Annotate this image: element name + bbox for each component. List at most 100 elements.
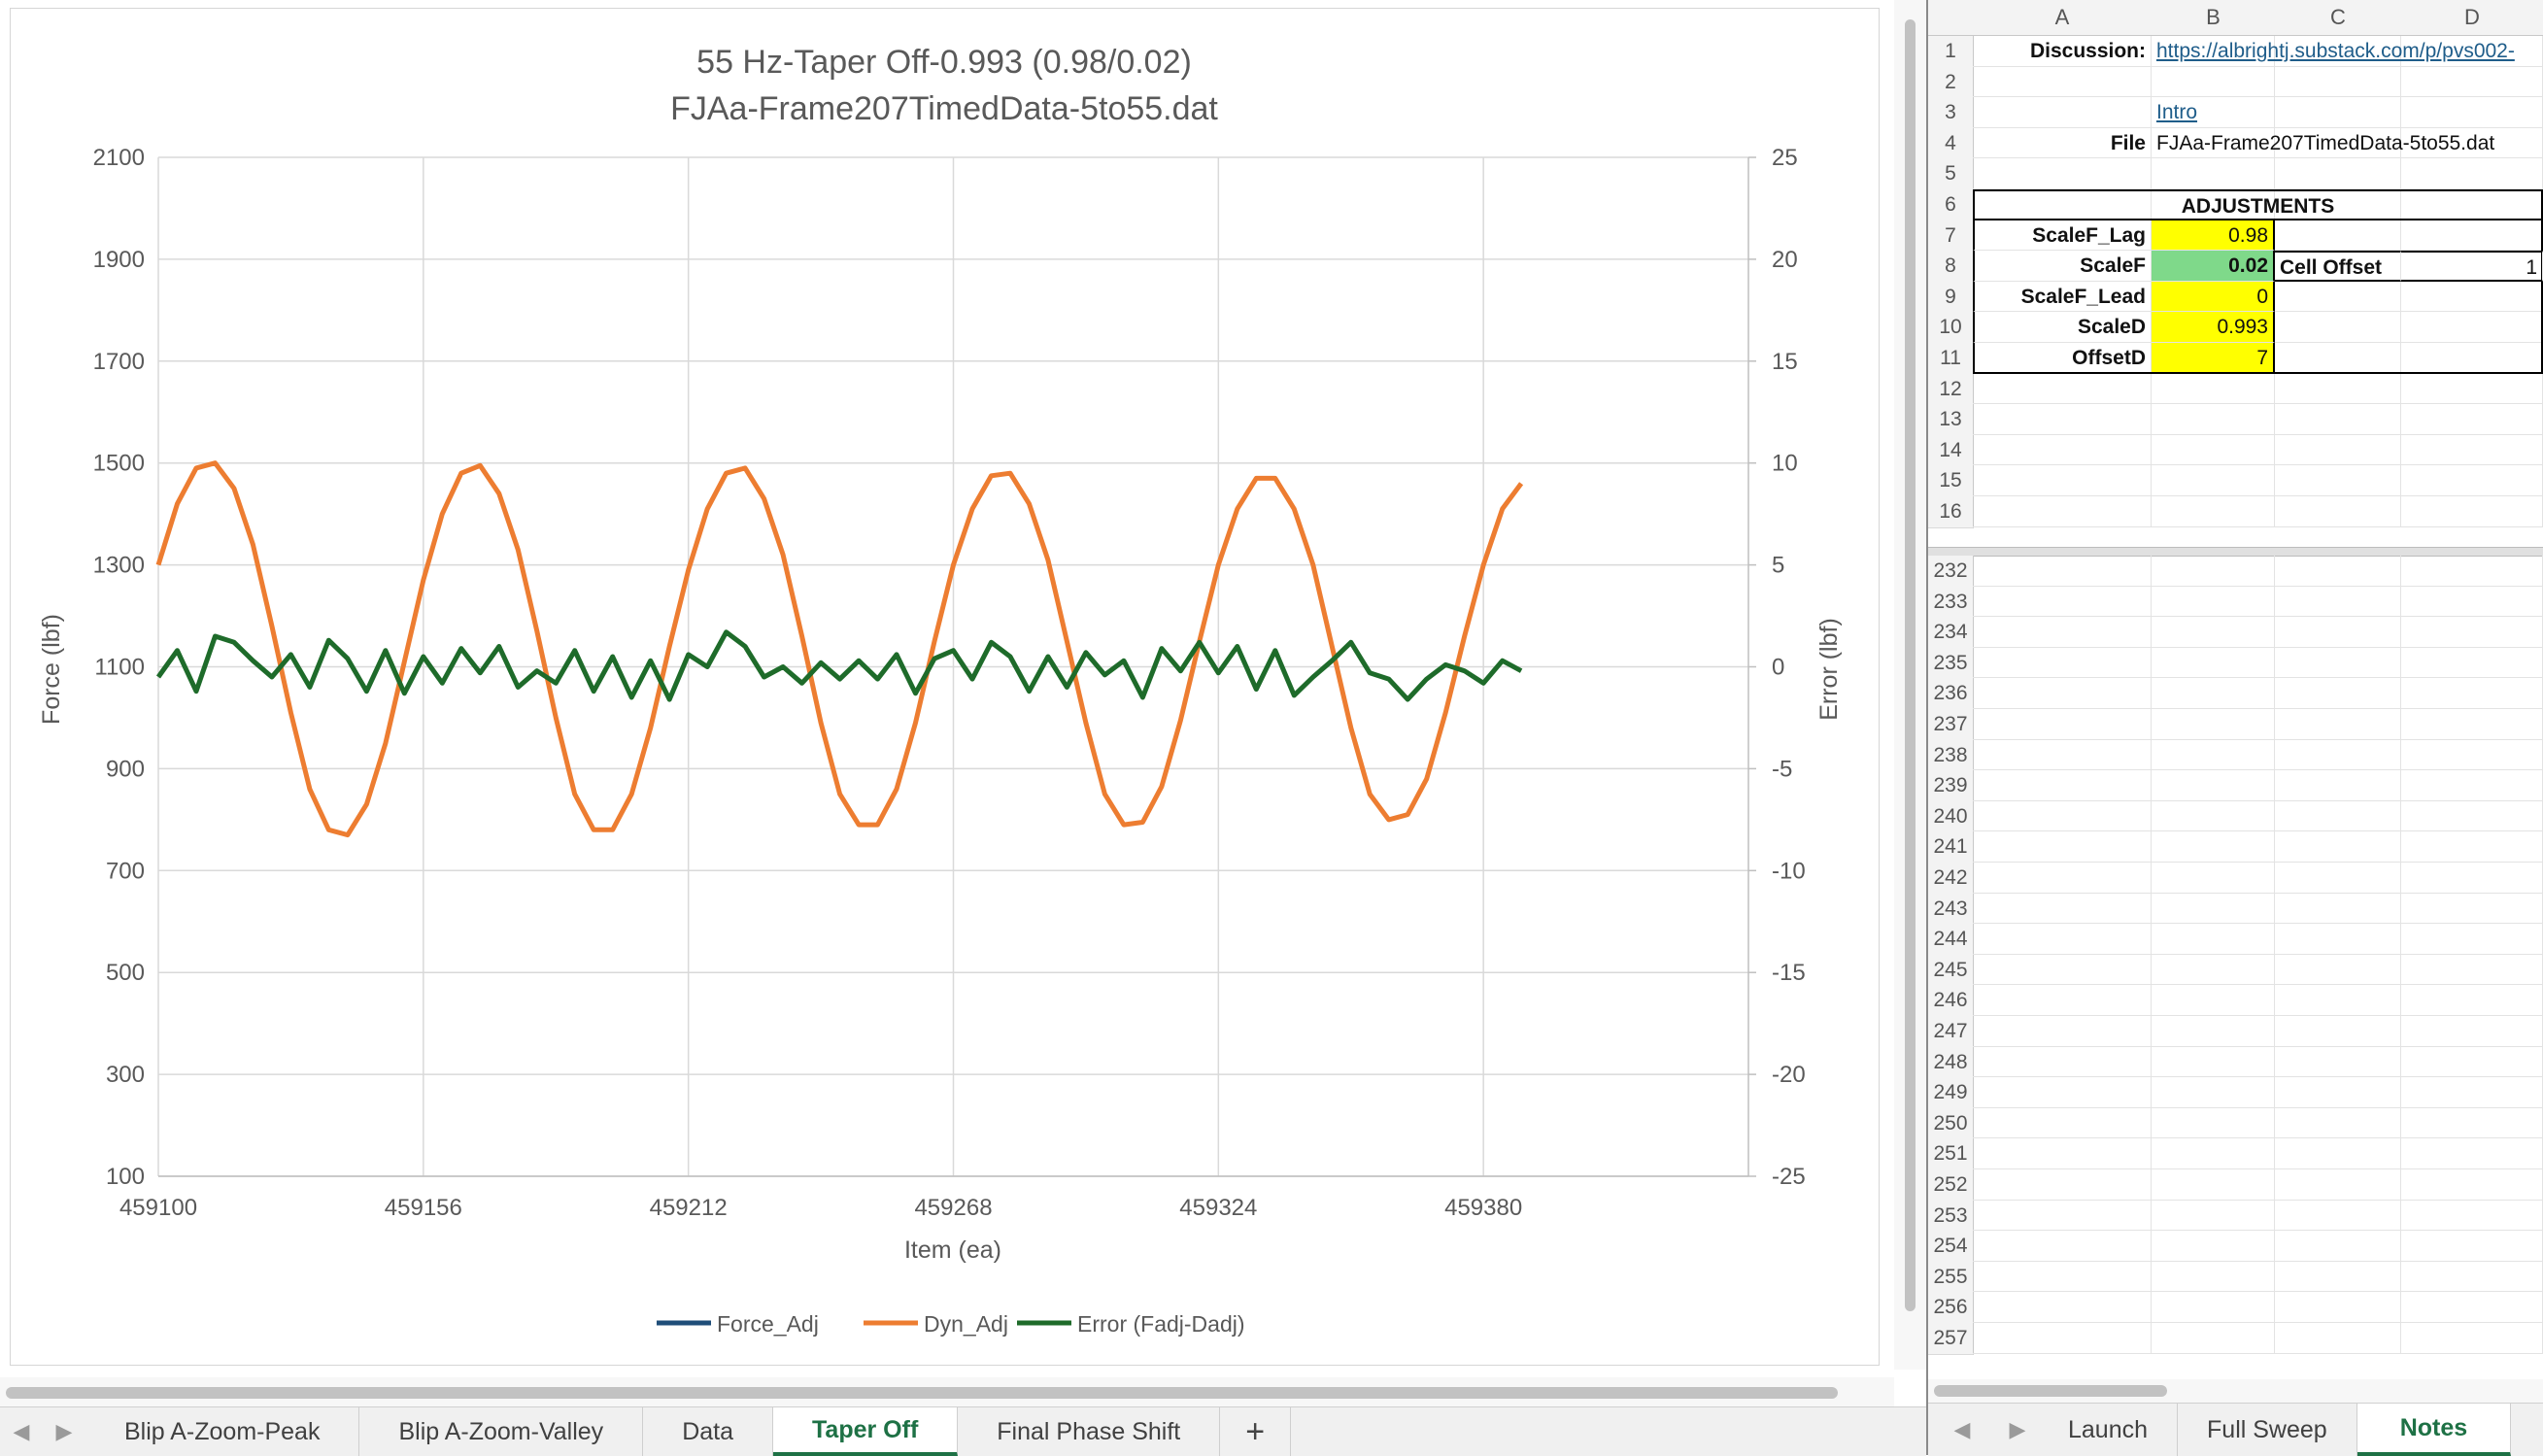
vertical-scrollbar[interactable] xyxy=(1894,0,1926,1370)
grid-cell[interactable] xyxy=(1973,1169,2152,1201)
row-header[interactable]: 249 xyxy=(1928,1077,1974,1109)
grid-cell[interactable] xyxy=(1973,465,2152,496)
grid-cell[interactable] xyxy=(2401,1231,2543,1262)
grid-cell[interactable] xyxy=(2152,863,2275,894)
column-header[interactable]: B xyxy=(2152,0,2276,36)
grid-cell[interactable] xyxy=(2275,924,2401,955)
row-header[interactable]: 238 xyxy=(1928,739,1974,772)
grid-cell[interactable] xyxy=(2401,373,2543,405)
grid-cell[interactable] xyxy=(2401,831,2543,863)
grid-cell[interactable] xyxy=(2401,1077,2543,1108)
grid-cell[interactable] xyxy=(1973,1292,2152,1323)
grid-cell[interactable] xyxy=(2152,709,2275,740)
grid-cell[interactable] xyxy=(1973,1016,2152,1047)
grid-cell[interactable] xyxy=(2401,343,2543,374)
grid-cell[interactable] xyxy=(2275,66,2401,98)
row-header[interactable]: 2 xyxy=(1928,66,1974,99)
grid-cell[interactable] xyxy=(2275,800,2401,832)
grid-cell[interactable] xyxy=(1973,66,2152,98)
grid-cell[interactable] xyxy=(2401,434,2543,466)
row-header[interactable]: 8 xyxy=(1928,251,1974,283)
grid-cell[interactable] xyxy=(1973,985,2152,1016)
grid-cell[interactable] xyxy=(2275,312,2401,343)
row-header[interactable]: 254 xyxy=(1928,1231,1974,1263)
grid-cell[interactable] xyxy=(2401,954,2543,986)
row-header[interactable]: 6 xyxy=(1928,189,1974,221)
row-header[interactable]: 248 xyxy=(1928,1046,1974,1079)
tab-blip-a-zoom-peak[interactable]: Blip A-Zoom-Peak xyxy=(85,1407,360,1456)
param-label[interactable]: ScaleF_Lead xyxy=(1973,281,2152,313)
grid-cell[interactable] xyxy=(2401,496,2543,527)
param-value[interactable]: 0.993 xyxy=(2152,312,2275,343)
grid-cell[interactable] xyxy=(1973,924,2152,955)
adjustments-title[interactable]: ADJUSTMENTS xyxy=(1973,189,2543,220)
row-header[interactable]: 237 xyxy=(1928,709,1974,741)
grid-cell[interactable] xyxy=(2275,1292,2401,1323)
grid-cell[interactable] xyxy=(2275,1261,2401,1293)
tab-blip-a-zoom-valley[interactable]: Blip A-Zoom-Valley xyxy=(359,1407,644,1456)
scroll-thumb[interactable] xyxy=(6,1387,1838,1399)
grid-cell[interactable] xyxy=(2152,1261,2275,1293)
chevron-left-icon[interactable]: ◀ xyxy=(1953,1417,1971,1441)
tab-full-sweep[interactable]: Full Sweep xyxy=(2178,1404,2357,1456)
grid-cell[interactable] xyxy=(2401,863,2543,894)
file-label[interactable]: File xyxy=(1973,127,2152,159)
grid-cell[interactable] xyxy=(2275,1231,2401,1262)
grid-cell[interactable] xyxy=(2152,1046,2275,1078)
horizontal-scrollbar[interactable] xyxy=(0,1377,1894,1406)
grid-cell[interactable] xyxy=(2275,709,2401,740)
grid-cell[interactable] xyxy=(1973,1046,2152,1078)
grid-cell[interactable] xyxy=(2152,1107,2275,1139)
row-header[interactable]: 7 xyxy=(1928,220,1974,253)
row-header[interactable]: 16 xyxy=(1928,496,1974,528)
grid-cell[interactable] xyxy=(2275,893,2401,925)
grid-cell[interactable] xyxy=(2152,800,2275,832)
grid-cell[interactable] xyxy=(1973,647,2152,679)
grid-cell[interactable] xyxy=(1973,770,2152,801)
grid-cell[interactable] xyxy=(2275,343,2401,374)
row-header[interactable]: 246 xyxy=(1928,985,1974,1017)
row-header[interactable]: 257 xyxy=(1928,1323,1974,1355)
series-line-2[interactable] xyxy=(155,629,1523,702)
grid-cell[interactable] xyxy=(2152,1292,2275,1323)
param-value[interactable]: 7 xyxy=(2152,343,2275,374)
grid-cell[interactable] xyxy=(2401,985,2543,1016)
grid-cell[interactable] xyxy=(2275,97,2401,128)
row-header[interactable]: 13 xyxy=(1928,404,1974,436)
grid-cell[interactable] xyxy=(2275,1107,2401,1139)
grid-cell[interactable] xyxy=(1973,1231,2152,1262)
grid-cell[interactable] xyxy=(1973,739,2152,771)
cell-offset-value[interactable]: 1 xyxy=(2401,251,2543,282)
grid-cell[interactable] xyxy=(2275,985,2401,1016)
grid-cell[interactable] xyxy=(2401,709,2543,740)
tab-data[interactable]: Data xyxy=(643,1407,773,1456)
param-value[interactable]: 0 xyxy=(2152,281,2275,313)
grid-cell[interactable] xyxy=(2275,617,2401,648)
frozen-pane-divider[interactable] xyxy=(1928,547,2543,557)
discussion-label[interactable]: Discussion: xyxy=(1973,36,2152,67)
grid-cell[interactable] xyxy=(2401,770,2543,801)
grid-cell[interactable] xyxy=(2152,496,2275,527)
grid-cell[interactable] xyxy=(2275,770,2401,801)
scroll-thumb[interactable] xyxy=(1934,1385,2167,1397)
grid-cell[interactable] xyxy=(2152,1138,2275,1169)
tab-notes[interactable]: Notes xyxy=(2357,1404,2512,1456)
param-label[interactable]: ScaleD xyxy=(1973,312,2152,343)
row-header[interactable]: 239 xyxy=(1928,770,1974,802)
grid-cell[interactable] xyxy=(1973,709,2152,740)
grid-cell[interactable] xyxy=(1973,831,2152,863)
scroll-thumb[interactable] xyxy=(1905,19,1916,1311)
row-header[interactable]: 251 xyxy=(1928,1138,1974,1170)
grid-cell[interactable] xyxy=(1973,404,2152,435)
grid-cell[interactable] xyxy=(2152,1200,2275,1232)
row-header[interactable]: 4 xyxy=(1928,127,1974,160)
grid-cell[interactable] xyxy=(1973,893,2152,925)
grid-cell[interactable] xyxy=(2401,678,2543,709)
row-header[interactable]: 243 xyxy=(1928,893,1974,926)
grid-cell[interactable] xyxy=(2152,617,2275,648)
grid-cell[interactable] xyxy=(2152,66,2275,98)
grid-cell[interactable] xyxy=(2401,800,2543,832)
row-header[interactable]: 256 xyxy=(1928,1292,1974,1324)
grid-cell[interactable] xyxy=(2275,1016,2401,1047)
row-header[interactable]: 14 xyxy=(1928,434,1974,467)
